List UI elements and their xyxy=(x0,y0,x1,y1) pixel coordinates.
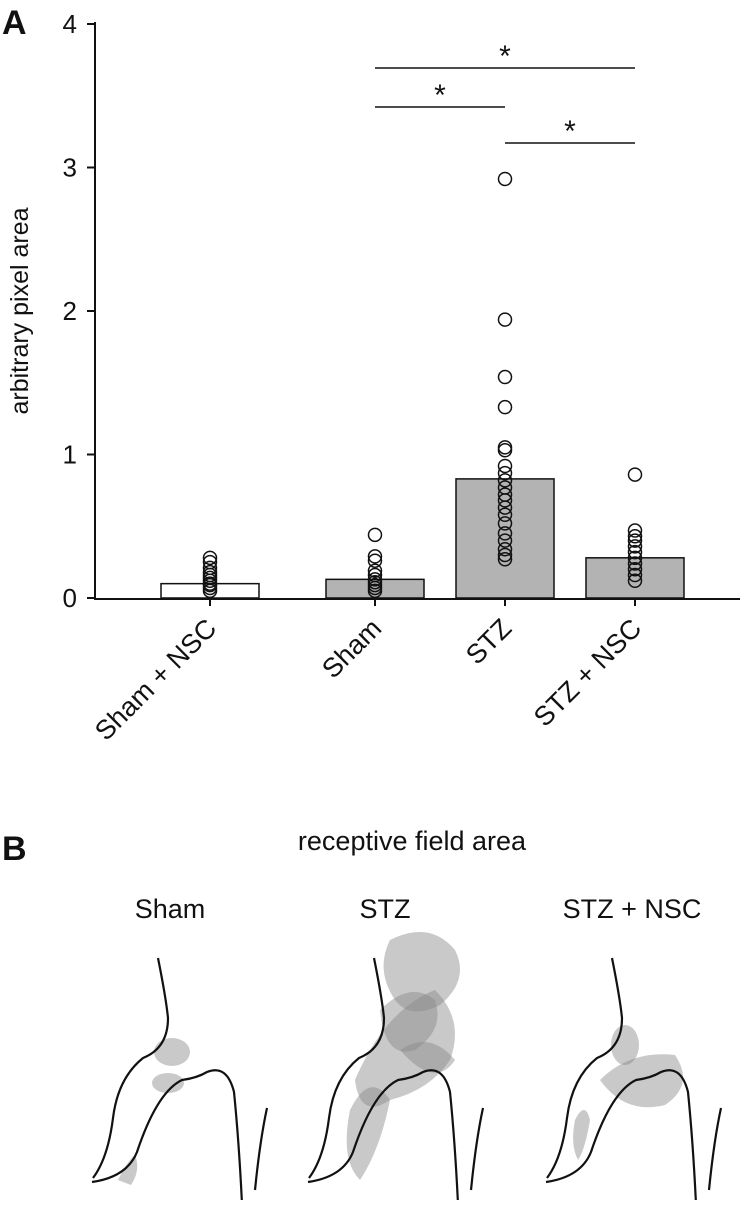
significance-label: * xyxy=(564,115,576,148)
data-point xyxy=(627,562,643,577)
y-axis-label: arbitrary pixel area xyxy=(6,207,34,414)
y-tick-label: 2 xyxy=(63,296,77,326)
significance-label: * xyxy=(434,79,446,112)
limb-stz-nsc xyxy=(545,957,723,1205)
data-point xyxy=(497,440,513,455)
data-point xyxy=(627,539,643,554)
data-point xyxy=(497,465,513,481)
data-point xyxy=(497,507,513,523)
limb-sham xyxy=(91,957,269,1205)
data-point xyxy=(202,550,218,566)
data-point xyxy=(367,527,383,543)
y-tick-label: 4 xyxy=(63,9,77,39)
group-label: STZ + NSC xyxy=(563,894,702,924)
data-point xyxy=(367,553,383,568)
data-point xyxy=(627,556,643,571)
data-point xyxy=(367,563,383,578)
data-point xyxy=(497,442,513,458)
panel-title: receptive field area xyxy=(298,826,527,856)
group-label: STZ xyxy=(360,894,411,924)
y-tick-label: 1 xyxy=(63,440,77,470)
x-tick-label: Sham xyxy=(316,613,387,684)
bar xyxy=(455,478,555,599)
significance-label: * xyxy=(499,40,511,73)
data-point xyxy=(627,544,643,560)
data-point xyxy=(497,533,513,548)
data-point xyxy=(497,526,513,541)
data-point xyxy=(497,541,513,557)
data-point xyxy=(497,547,513,563)
data-point xyxy=(497,369,513,385)
data-point xyxy=(497,516,513,531)
data-point xyxy=(497,458,513,474)
y-tick-label: 3 xyxy=(63,153,77,183)
x-tick-label: Sham + NSC xyxy=(89,613,222,746)
data-point xyxy=(367,549,383,564)
data-point xyxy=(497,500,513,515)
data-point xyxy=(367,583,383,599)
panel-label: A xyxy=(2,4,27,42)
panel-label: B xyxy=(2,830,27,868)
data-point xyxy=(627,533,643,548)
data-point xyxy=(202,560,218,576)
group-label: Sham xyxy=(135,894,206,924)
data-point xyxy=(627,550,643,566)
data-point xyxy=(627,567,643,583)
data-point xyxy=(627,467,643,482)
data-point xyxy=(497,552,513,567)
data-point xyxy=(497,493,513,508)
y-tick-label: 0 xyxy=(63,583,77,613)
data-point xyxy=(497,473,513,488)
x-tick-label: STZ + NSC xyxy=(528,613,647,732)
limb-stz xyxy=(307,932,485,1205)
data-point xyxy=(497,171,513,187)
data-point xyxy=(202,564,218,580)
data-point xyxy=(497,399,513,415)
data-point xyxy=(627,573,643,589)
data-point xyxy=(497,312,513,327)
data-point xyxy=(202,554,218,570)
data-point xyxy=(627,529,643,544)
data-point xyxy=(627,523,643,538)
x-tick-label: STZ xyxy=(460,613,517,670)
